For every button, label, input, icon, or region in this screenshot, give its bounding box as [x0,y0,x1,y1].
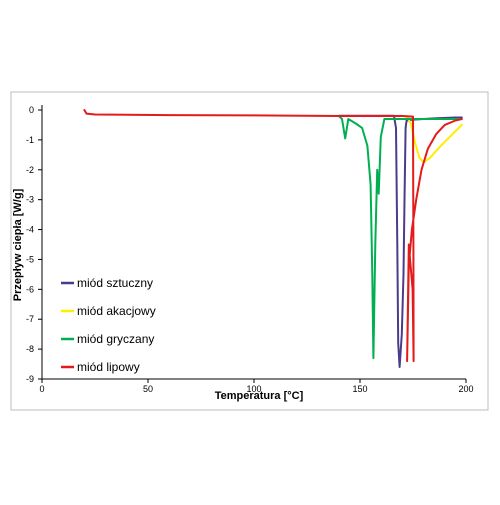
x-tick-label: 100 [246,384,261,394]
y-tick-label: -6 [26,284,34,294]
y-tick-label: -4 [26,225,34,235]
legend-label: miód akacjowy [77,304,156,318]
series-line-miód-lipowy [83,109,463,363]
legend-label: miód sztuczny [77,276,153,290]
y-tick-label: -7 [26,314,34,324]
legend: miód sztuczny miód akacjowy miód gryczany m… [61,276,156,374]
y-tick-label: -8 [26,344,34,354]
series-line-miód-gryczany [337,115,463,360]
x-axis-label: Temperatura [°C] [215,390,304,402]
y-tick-label: -2 [26,165,34,175]
y-tick-label: -5 [26,254,34,264]
y-tick-label: -9 [26,374,34,384]
x-tick-label: 200 [458,384,473,394]
legend-label: miód lipowy [77,360,140,374]
x-tick-label: 150 [352,384,367,394]
x-tick-label: 0 [39,384,44,394]
axes: 0 50 100 150 200 0 -1 -2 -3 -4 -5 -6 -7 -8 -9 [26,105,474,394]
y-axis-label: Przepływ ciepła [W/g] [12,188,24,301]
legend-label: miód gryczany [77,332,154,346]
y-tick-label: -1 [26,135,34,145]
x-tick-label: 50 [143,384,153,394]
y-tick-label: 0 [29,105,34,115]
y-tick-label: -3 [26,195,34,205]
series-layer [83,109,463,368]
